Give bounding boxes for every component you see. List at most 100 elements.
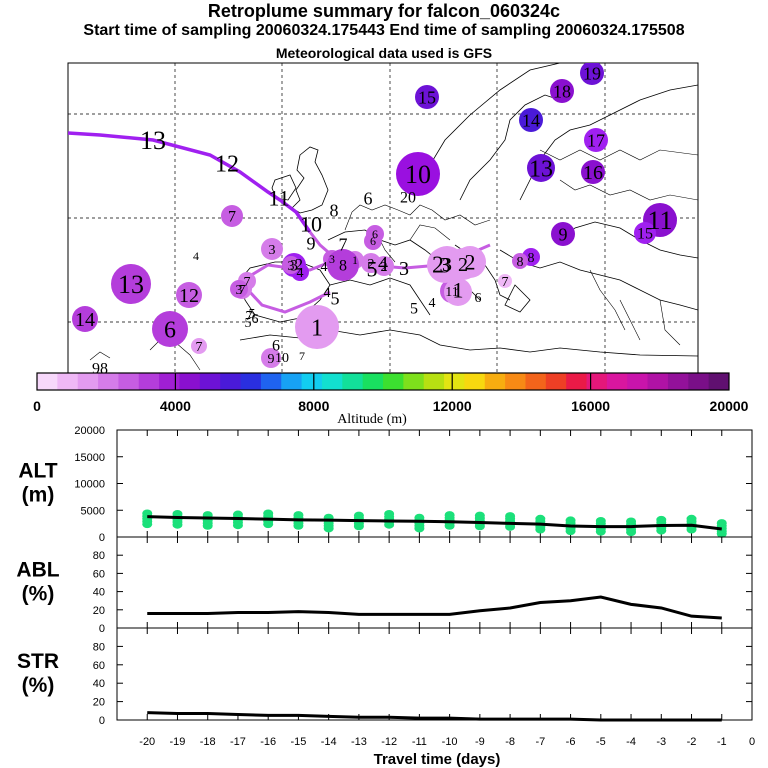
colorbar-swatch [667, 373, 689, 390]
day-label: 6 [272, 338, 280, 355]
y-tick-label: 0 [99, 715, 105, 727]
x-axis-title: Travel time (days) [374, 751, 501, 768]
plume-dot [152, 311, 188, 347]
day-label: 9 [559, 224, 568, 244]
day-label: 5 [410, 301, 418, 318]
colorbar-swatch [606, 373, 628, 390]
colorbar-swatch [383, 373, 404, 390]
plume-dot [282, 256, 300, 274]
day-label: 19 [583, 63, 601, 83]
day-label: 12 [179, 285, 199, 307]
day-label: 2 [458, 254, 468, 276]
day-label: 11 [268, 186, 289, 211]
plume-dot [634, 222, 656, 244]
colorbar-tick-label: 20000 [710, 398, 749, 414]
plume-dot [261, 238, 283, 260]
particle-altitude-point [474, 511, 485, 520]
y-tick-label: 10000 [74, 479, 105, 491]
colorbar-swatch [444, 373, 465, 390]
particle-altitude-point [353, 511, 364, 520]
colorbar-frame [36, 372, 730, 391]
x-tick-label: -9 [475, 736, 485, 748]
particle-altitude-point [263, 509, 274, 518]
day-label: 7 [228, 209, 236, 226]
day-label: 3 [329, 252, 335, 266]
y-tick-label: 40 [93, 678, 105, 690]
x-tick-label: -1 [717, 736, 727, 748]
plume-dot [261, 348, 281, 368]
colorbar-swatch [627, 373, 649, 390]
y-tick-label: 20 [93, 605, 105, 617]
particle-altitude-point [232, 510, 243, 519]
colorbar-label: Altitude (m) [337, 412, 407, 427]
plume-dot [427, 247, 463, 283]
day-label: 13 [140, 126, 166, 155]
colorbar-swatch [566, 373, 588, 390]
colorbar-swatch [159, 373, 180, 390]
colorbar-swatch [708, 373, 730, 390]
colorbar-swatch [220, 373, 242, 390]
day-label: 4 [321, 260, 328, 275]
timeseries-panels: 05000100001500020000ALT(m)020406080ABL(%… [16, 425, 755, 748]
y-tick-label: 60 [93, 660, 105, 672]
y-tick-label: 15000 [74, 452, 105, 464]
day-label: 3 [288, 259, 295, 274]
day-label: 3 [236, 283, 243, 298]
colorbar-tick-label: 0 [33, 398, 41, 414]
plume-dot [454, 246, 486, 278]
day-label: 14 [75, 309, 95, 331]
colorbar-swatch [118, 373, 140, 390]
y-tick-label: 0 [99, 623, 105, 635]
day-label: 1 [311, 315, 323, 341]
day-label: 16 [583, 162, 603, 184]
x-tick-label: -17 [230, 736, 246, 748]
particle-altitude-point [535, 514, 546, 523]
chart-title: Retroplume summary for falcon_060324c [207, 1, 561, 21]
plume-dot [191, 338, 207, 354]
particle-altitude-point [686, 514, 697, 523]
plume-dot [374, 256, 394, 276]
colorbar-swatch [301, 373, 323, 390]
day-label: 9 [307, 233, 316, 253]
day-label: 3 [440, 253, 451, 278]
colorbar-swatch [464, 373, 486, 390]
colorbar-swatch [545, 373, 567, 390]
x-tick-label: -6 [566, 736, 576, 748]
day-label: 12 [215, 151, 239, 177]
colorbar-swatch [688, 373, 710, 390]
panel-y-label: ABL [16, 559, 59, 582]
particle-altitude-point [293, 511, 304, 520]
day-label: 11 [445, 285, 458, 300]
y-tick-label: 20 [93, 697, 105, 709]
day-label: 5 [245, 316, 252, 331]
plume-dot [584, 128, 608, 152]
series-line [147, 595, 722, 620]
x-tick-label: -14 [321, 736, 337, 748]
median-altitude-line [147, 515, 722, 531]
day-label: 20 [400, 190, 416, 207]
altitude-colorbar: 0 4000 8000 12000 16000 20000 [33, 372, 749, 414]
panel-y-label: STR [17, 650, 59, 673]
day-label: 5 [367, 257, 378, 282]
day-label: 14 [522, 110, 540, 130]
x-tick-label: -10 [442, 736, 458, 748]
y-tick-label: 5000 [81, 505, 105, 517]
day-label: 7 [246, 309, 253, 324]
colorbar-swatch [57, 373, 79, 390]
plume-dot [72, 306, 98, 332]
day-label: 2 [368, 257, 375, 272]
plume-dot [444, 278, 472, 306]
day-label: 98 [92, 361, 108, 378]
sampling-times: Start time of sampling 20060324.175443 E… [83, 22, 685, 39]
colorbar-tick-label: 16000 [571, 398, 610, 414]
day-label: 9 [268, 352, 275, 367]
day-label: 8 [330, 200, 339, 220]
day-label: 18 [553, 81, 571, 101]
day-label: 1 [453, 278, 464, 303]
day-label: 6 [372, 227, 378, 241]
day-label: 10 [405, 160, 431, 189]
day-label: 8 [528, 251, 535, 266]
colorbar-tick-label: 8000 [298, 398, 329, 414]
day-label: 4 [378, 253, 388, 275]
day-label: 13 [529, 156, 553, 182]
